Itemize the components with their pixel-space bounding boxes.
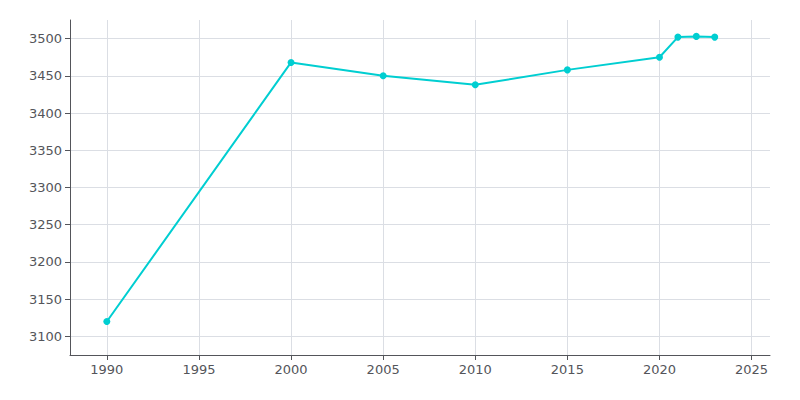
svg-text:2015: 2015 [551,362,584,377]
svg-text:3200: 3200 [29,254,62,269]
svg-text:3500: 3500 [29,31,62,46]
svg-text:3350: 3350 [29,143,62,158]
svg-text:3300: 3300 [29,180,62,195]
svg-text:2000: 2000 [275,362,308,377]
svg-text:2005: 2005 [367,362,400,377]
svg-text:2010: 2010 [459,362,492,377]
svg-text:3250: 3250 [29,217,62,232]
svg-text:1990: 1990 [90,362,123,377]
svg-text:3150: 3150 [29,292,62,307]
svg-text:3100: 3100 [29,329,62,344]
svg-text:3450: 3450 [29,68,62,83]
svg-text:2025: 2025 [735,362,768,377]
svg-text:2020: 2020 [643,362,676,377]
svg-text:3400: 3400 [29,106,62,121]
svg-text:1995: 1995 [182,362,215,377]
